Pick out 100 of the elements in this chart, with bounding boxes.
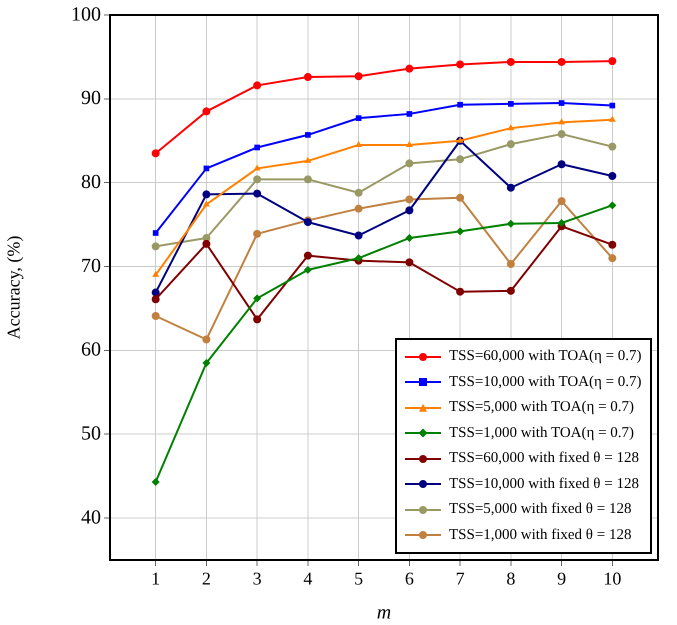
y-tick-label: 70 <box>81 254 101 277</box>
point <box>405 159 414 168</box>
point <box>253 315 262 324</box>
point <box>507 124 514 130</box>
point <box>152 478 160 486</box>
x-tick-label: 1 <box>151 568 160 589</box>
point <box>506 260 515 268</box>
point <box>558 100 564 106</box>
point <box>506 140 515 148</box>
point <box>254 164 261 170</box>
point <box>457 102 463 108</box>
point <box>406 111 412 117</box>
point <box>202 358 210 367</box>
point <box>354 72 363 80</box>
point <box>204 166 210 172</box>
point <box>152 295 160 304</box>
point <box>608 116 616 122</box>
point <box>354 232 363 240</box>
point <box>253 294 262 302</box>
point <box>506 184 515 192</box>
point <box>405 234 414 242</box>
point <box>456 60 464 68</box>
point <box>152 312 160 320</box>
y-tick-label: 100 <box>71 3 101 26</box>
x-tick-label: 8 <box>506 568 516 589</box>
point <box>354 204 363 213</box>
point <box>456 288 464 296</box>
legend-label: TSS=10,000 with TOA(η = 0.7) <box>449 374 642 391</box>
point <box>152 149 160 158</box>
point <box>608 240 616 249</box>
point <box>508 101 514 107</box>
legend-label: TSS=5,000 with TOA(η = 0.7) <box>449 399 634 416</box>
point <box>558 58 566 66</box>
point <box>608 142 616 151</box>
point <box>558 118 566 124</box>
x-tick-label: 10 <box>603 568 622 589</box>
point <box>406 140 413 147</box>
legend-label: TSS=60,000 with fixed θ = 128 <box>449 450 639 468</box>
point <box>355 140 362 147</box>
x-axis-title: m <box>376 601 392 624</box>
point <box>506 286 515 295</box>
legend-label: TSS=5,000 with fixed θ = 128 <box>449 501 632 518</box>
point <box>202 107 210 116</box>
point <box>405 206 414 214</box>
point <box>558 160 566 168</box>
point <box>152 270 160 277</box>
point <box>202 240 210 248</box>
point <box>304 252 312 260</box>
point <box>608 172 616 180</box>
point <box>202 190 210 198</box>
point <box>253 81 262 90</box>
point <box>558 218 566 227</box>
y-axis-title: Accuracy, (%) <box>4 236 24 340</box>
x-tick-label: 4 <box>303 568 312 589</box>
point <box>202 335 210 344</box>
point <box>152 288 160 297</box>
point <box>405 64 414 73</box>
point <box>608 57 616 66</box>
point <box>304 156 312 163</box>
legend-label: TSS=1,000 with fixed θ = 128 <box>449 526 632 544</box>
legend-label: TSS=60,000 with TOA(η = 0.7) <box>449 348 642 366</box>
point <box>610 102 616 108</box>
y-tick-label: 60 <box>81 338 101 361</box>
point <box>304 266 312 274</box>
legend-label: TSS=10,000 with fixed θ = 128 <box>449 476 639 493</box>
point <box>305 132 311 138</box>
point <box>558 197 566 206</box>
legend-label: TSS=1,000 with TOA(η = 0.7) <box>449 424 634 442</box>
x-tick-label: 6 <box>404 568 414 589</box>
point <box>456 194 464 202</box>
point <box>405 258 414 266</box>
y-tick-label: 40 <box>81 506 101 528</box>
point <box>253 190 262 198</box>
point <box>456 227 464 236</box>
point <box>304 175 312 184</box>
point <box>253 175 262 184</box>
point <box>354 188 363 197</box>
point <box>254 144 260 150</box>
x-tick-label: 9 <box>557 568 566 589</box>
point <box>608 254 616 262</box>
point <box>253 230 262 238</box>
point <box>152 242 160 250</box>
point <box>354 254 363 262</box>
point <box>558 130 566 138</box>
point <box>202 200 210 206</box>
y-tick-label: 80 <box>81 170 101 193</box>
point <box>506 58 515 66</box>
x-tick-label: 7 <box>456 568 465 589</box>
point <box>356 115 362 121</box>
x-tick-label: 3 <box>252 568 262 589</box>
x-tick-label: 5 <box>354 568 364 589</box>
point <box>405 195 414 204</box>
point <box>456 155 464 164</box>
y-tick-label: 50 <box>81 422 101 444</box>
x-tick-label: 2 <box>202 568 211 589</box>
y-tick-label: 90 <box>81 87 101 110</box>
point <box>506 220 515 228</box>
point <box>152 230 158 236</box>
point <box>304 73 312 82</box>
point <box>608 201 616 210</box>
